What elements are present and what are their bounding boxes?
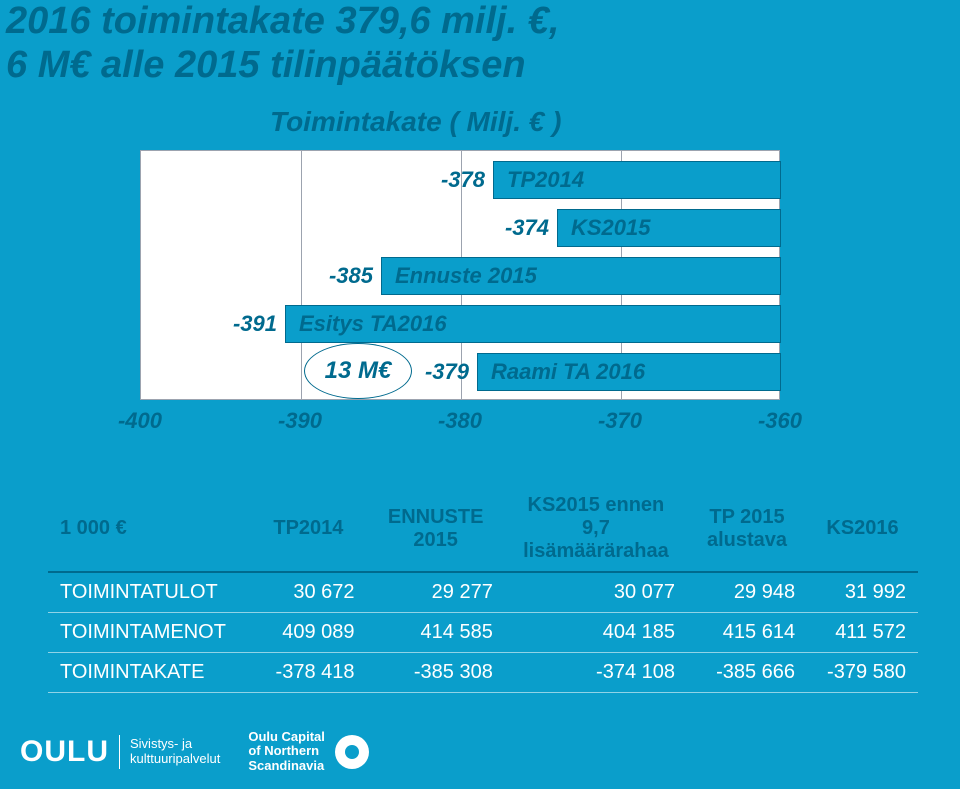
table-header-row: 1 000 €TP2014ENNUSTE 2015KS2015 ennen 9,… <box>48 486 918 572</box>
bar-row: -378 TP2014 <box>141 161 781 199</box>
bar-series-label: Esitys TA2016 <box>299 311 447 337</box>
footer: OULU Sivistys- ja kulttuuripalvelut Oulu… <box>20 730 369 773</box>
table-cell: 29 948 <box>687 572 807 613</box>
circle-icon <box>335 735 369 769</box>
table-cell: 31 992 <box>807 572 918 613</box>
bar-row: -379 Raami TA 2016 <box>141 353 781 391</box>
slogan: Oulu Capital of Northern Scandinavia <box>248 730 325 773</box>
bar-value-label: -385 <box>329 263 373 289</box>
x-tick-label: -360 <box>758 408 802 434</box>
table-cell: 404 185 <box>505 613 687 653</box>
bar-value-label: -391 <box>233 311 277 337</box>
table-row: TOIMINTAMENOT409 089414 585404 185415 61… <box>48 613 918 653</box>
table-header-cell: KS2015 ennen 9,7 lisämäärärahaa <box>505 486 687 572</box>
table-cell: 30 077 <box>505 572 687 613</box>
data-table: 1 000 €TP2014ENNUSTE 2015KS2015 ennen 9,… <box>48 486 918 693</box>
x-tick-label: -390 <box>278 408 322 434</box>
title-line-1: 2016 toimintakate 379,6 milj. €, <box>6 0 559 44</box>
bar-series-label: Ennuste 2015 <box>395 263 537 289</box>
bar-value-label: -374 <box>505 215 549 241</box>
x-tick-label: -370 <box>598 408 642 434</box>
table-header-cell: ENNUSTE 2015 <box>367 486 505 572</box>
table-cell: -374 108 <box>505 653 687 693</box>
table-row-label: TOIMINTAMENOT <box>48 613 250 653</box>
bar-row: -374 KS2015 <box>141 209 781 247</box>
table-cell: 415 614 <box>687 613 807 653</box>
bar-series-label: TP2014 <box>507 167 584 193</box>
unit-name: Sivistys- ja kulttuuripalvelut <box>130 737 220 766</box>
table-cell: 411 572 <box>807 613 918 653</box>
table-row-label: TOIMINTATULOT <box>48 572 250 613</box>
bar-series-label: Raami TA 2016 <box>491 359 645 385</box>
table-row: TOIMINTATULOT30 67229 27730 07729 94831 … <box>48 572 918 613</box>
table-cell: 414 585 <box>367 613 505 653</box>
bar-chart: -378 TP2014 -374 KS2015 -385 Ennuste 2015 -391… <box>140 150 780 440</box>
x-tick-label: -380 <box>438 408 482 434</box>
slide: 2016 toimintakate 379,6 milj. €, 6 M€ al… <box>0 0 960 789</box>
bar-value-label: -379 <box>425 359 469 385</box>
table-cell: -385 666 <box>687 653 807 693</box>
table-cell: -385 308 <box>367 653 505 693</box>
chart-plot-area: -378 TP2014 -374 KS2015 -385 Ennuste 2015 -391… <box>140 150 780 400</box>
delta-badge-text: 13 M€ <box>325 357 392 385</box>
table-row: TOIMINTAKATE-378 418-385 308-374 108-385… <box>48 653 918 693</box>
table-row-label: TOIMINTAKATE <box>48 653 250 693</box>
table-cell: -378 418 <box>250 653 366 693</box>
page-title: 2016 toimintakate 379,6 milj. €, 6 M€ al… <box>6 0 559 87</box>
table-header-cell: 1 000 € <box>48 486 250 572</box>
bar-series-label: KS2015 <box>571 215 651 241</box>
table-cell: 29 277 <box>367 572 505 613</box>
table-cell: 30 672 <box>250 572 366 613</box>
table-header-cell: TP 2015 alustava <box>687 486 807 572</box>
title-line-2: 6 M€ alle 2015 tilinpäätöksen <box>6 44 559 88</box>
table-cell: -379 580 <box>807 653 918 693</box>
x-tick-label: -400 <box>118 408 162 434</box>
delta-badge: 13 M€ <box>304 343 412 399</box>
bar-row: -391 Esitys TA2016 <box>141 305 781 343</box>
table-body: TOIMINTATULOT30 67229 27730 07729 94831 … <box>48 572 918 693</box>
bar-row: -385 Ennuste 2015 <box>141 257 781 295</box>
table-header-cell: TP2014 <box>250 486 366 572</box>
table-header-cell: KS2016 <box>807 486 918 572</box>
brand-logo: OULU <box>20 735 109 769</box>
table-cell: 409 089 <box>250 613 366 653</box>
bar-value-label: -378 <box>441 167 485 193</box>
chart-title: Toimintakate ( Milj. € ) <box>270 106 561 138</box>
